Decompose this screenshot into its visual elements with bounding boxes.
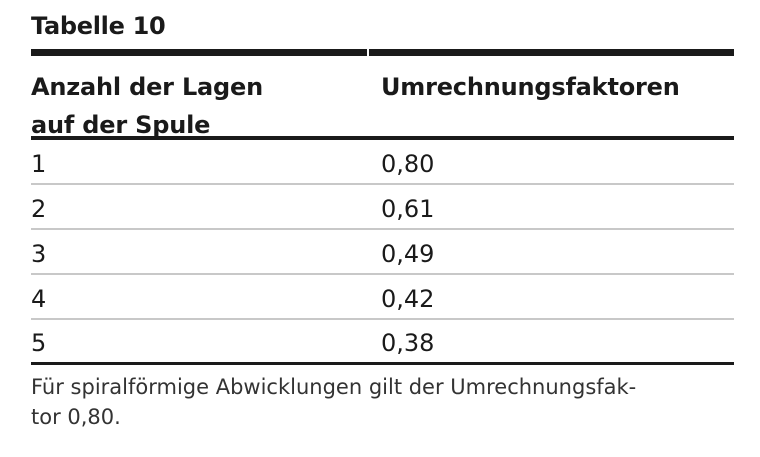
table-row: 2 0,61 <box>31 185 734 230</box>
cell-layers: 5 <box>31 329 47 357</box>
table-row: 3 0,49 <box>31 230 734 275</box>
cell-layers: 2 <box>31 194 47 223</box>
cell-factor: 0,61 <box>381 194 435 223</box>
cell-factor: 0,42 <box>381 284 435 313</box>
table-caption: Tabelle 10 <box>31 12 166 40</box>
table-header-row: Anzahl der Lagen auf der Spule Umrechnun… <box>31 56 734 140</box>
table-row: 4 0,42 <box>31 275 734 320</box>
cell-layers: 3 <box>31 239 47 268</box>
footnote-line2: tor 0,80. <box>31 405 121 429</box>
cell-factor: 0,38 <box>381 329 435 357</box>
cell-factor: 0,80 <box>381 149 435 178</box>
cell-layers: 4 <box>31 284 47 313</box>
table-footnote: Für spiralförmige Abwicklungen gilt der … <box>31 372 741 432</box>
header-layers-line1: Anzahl der Lagen <box>31 73 263 101</box>
footnote-line1: Für spiralförmige Abwicklungen gilt der … <box>31 375 637 399</box>
table-top-rule <box>31 49 734 56</box>
cell-layers: 1 <box>31 149 47 178</box>
table-row: 5 0,38 <box>31 320 734 365</box>
cell-factor: 0,49 <box>381 239 435 268</box>
header-layers: Anzahl der Lagen auf der Spule <box>31 56 381 139</box>
conversion-factor-table: Anzahl der Lagen auf der Spule Umrechnun… <box>31 49 734 365</box>
table-row: 1 0,80 <box>31 140 734 185</box>
header-layers-line2: auf der Spule <box>31 111 211 139</box>
header-factors: Umrechnungsfaktoren <box>381 73 680 101</box>
